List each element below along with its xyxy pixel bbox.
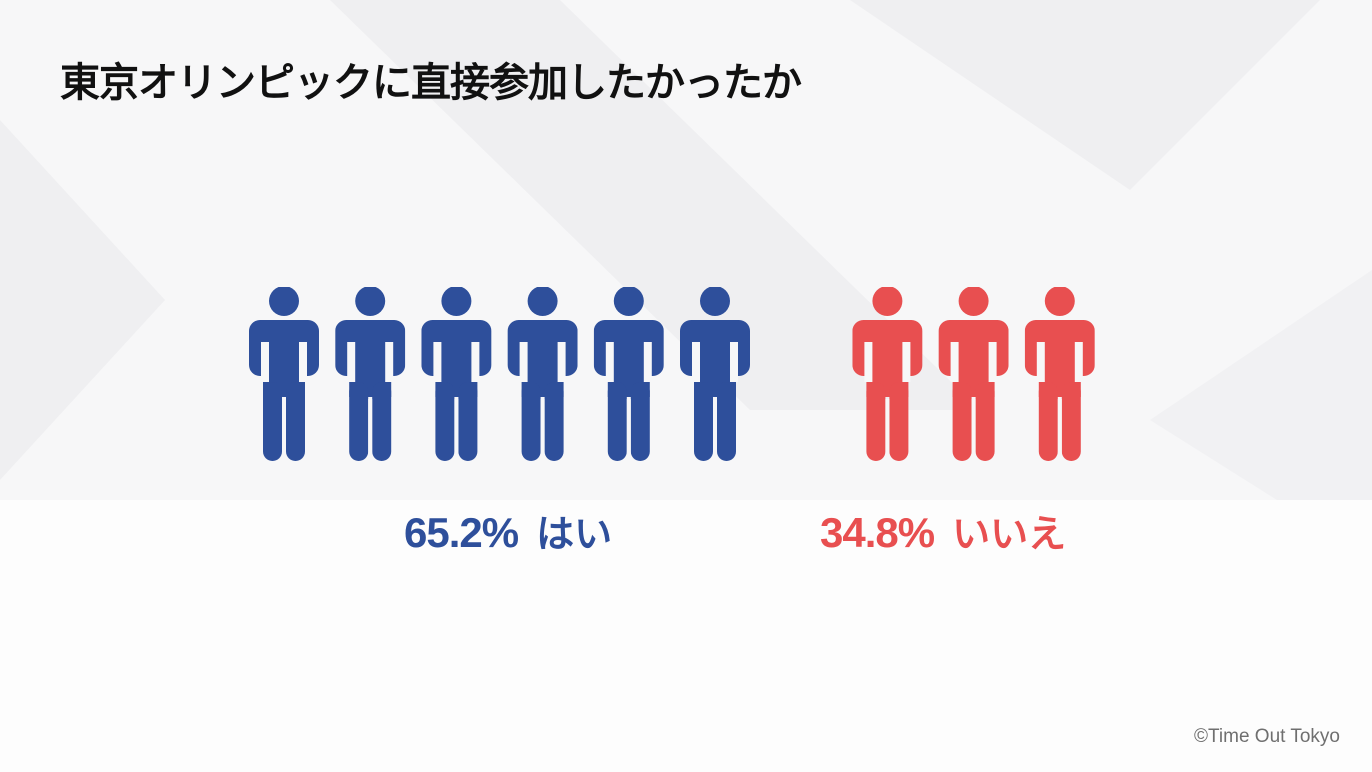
person-icon [680, 287, 750, 463]
yes-text: はい [536, 512, 613, 556]
page-title: 東京オリンピックに直接参加したかったか [60, 60, 802, 106]
credit-text: ©Time Out Tokyo [1194, 726, 1340, 747]
person-icon [507, 287, 578, 463]
person-icon [938, 287, 1009, 463]
person-icon [249, 287, 319, 463]
person-icon [1024, 287, 1095, 463]
yes-label: 65.2% はい [404, 503, 612, 558]
person-icon [852, 287, 923, 463]
person-icon [593, 287, 664, 463]
person-icon [421, 287, 492, 463]
no-label: 34.8% いいえ [820, 503, 1066, 558]
person-icon [335, 287, 406, 463]
no-text: いいえ [952, 512, 1067, 556]
no-percent: 34.8% [820, 509, 935, 556]
person-icon [766, 287, 837, 463]
yes-percent: 65.2% [404, 509, 519, 556]
